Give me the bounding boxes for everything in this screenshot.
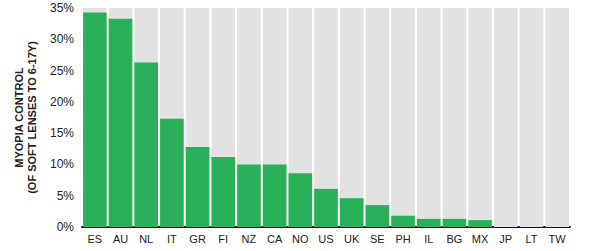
svg-text:15%: 15% [50,126,74,140]
svg-text:FI: FI [218,233,228,245]
svg-text:JP: JP [499,233,512,245]
svg-text:NO: NO [292,233,309,245]
svg-text:UK: UK [344,233,360,245]
svg-text:SE: SE [370,233,385,245]
svg-text:NZ: NZ [242,233,257,245]
svg-text:20%: 20% [50,95,74,109]
svg-text:US: US [318,233,333,245]
svg-text:AU: AU [113,233,128,245]
svg-text:IT: IT [167,233,177,245]
svg-text:MX: MX [472,233,489,245]
svg-text:(OF SOFT LENSES TO 6-17Y): (OF SOFT LENSES TO 6-17Y) [26,41,38,194]
svg-text:BG: BG [446,233,462,245]
svg-text:30%: 30% [50,32,74,46]
svg-text:35%: 35% [50,1,74,15]
svg-text:MYOPIA CONTROL: MYOPIA CONTROL [13,67,25,168]
svg-text:5%: 5% [57,189,75,203]
svg-text:0%: 0% [57,220,75,234]
svg-text:PH: PH [395,233,410,245]
svg-text:10%: 10% [50,157,74,171]
svg-text:CA: CA [267,233,283,245]
svg-text:TW: TW [549,233,567,245]
svg-text:25%: 25% [50,64,74,78]
svg-text:LT: LT [525,233,537,245]
svg-text:IL: IL [424,233,433,245]
svg-text:NL: NL [139,233,153,245]
svg-text:GR: GR [189,233,206,245]
svg-text:ES: ES [87,233,102,245]
